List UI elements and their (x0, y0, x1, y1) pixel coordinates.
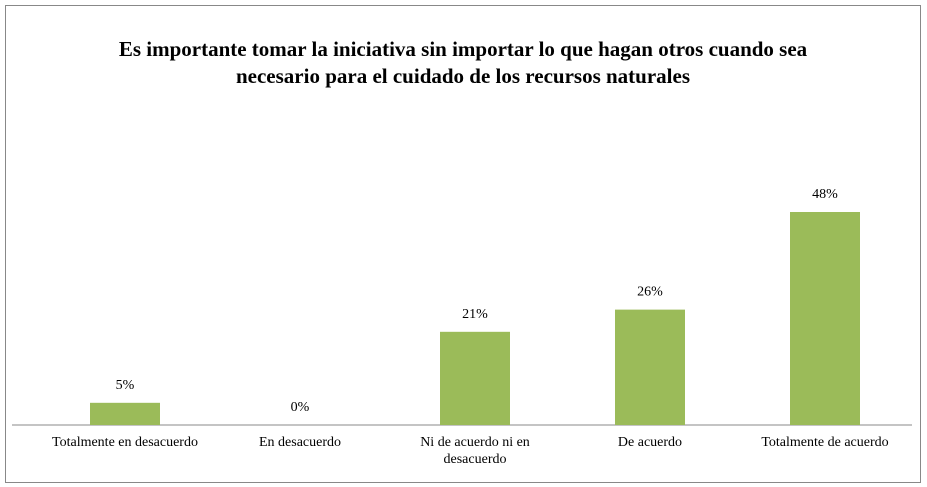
value-label: 5% (116, 378, 135, 393)
x-tick-label: Totalmente de acuerdo (761, 435, 889, 450)
chart-frame (5, 5, 921, 483)
chart-title: Es importante tomar la iniciativa sin im… (118, 37, 808, 88)
x-tick-label: Ni de acuerdo ni en desacuerdo (420, 435, 530, 467)
x-tick-label: Totalmente en desacuerdo (52, 435, 198, 450)
value-label: 48% (812, 187, 838, 202)
bar (615, 309, 685, 425)
x-tick-label: De acuerdo (617, 435, 683, 450)
value-label: 21% (462, 307, 488, 322)
value-label: 0% (291, 400, 310, 415)
bar (790, 212, 860, 425)
x-tick-label: En desacuerdo (258, 435, 342, 450)
value-label: 26% (637, 285, 663, 300)
bar (440, 331, 510, 425)
bar (90, 402, 160, 425)
